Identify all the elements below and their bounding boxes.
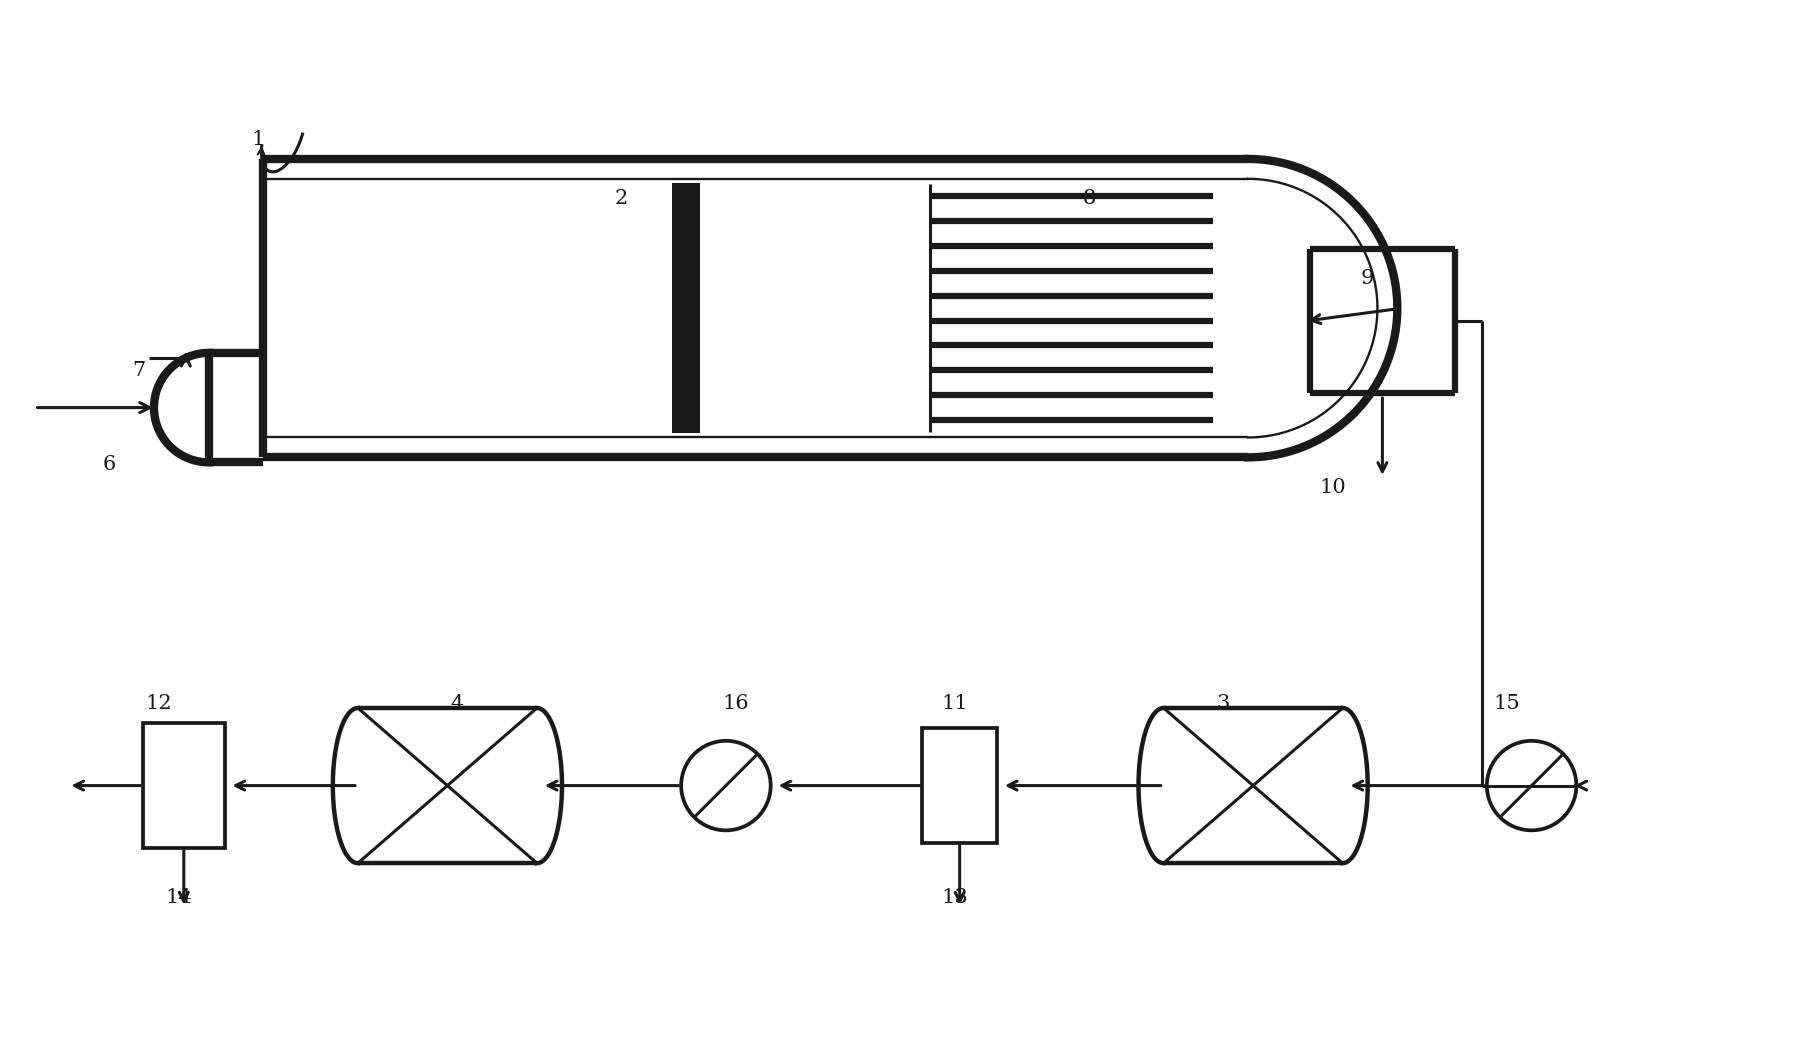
Text: 15: 15: [1493, 694, 1520, 713]
Circle shape: [680, 741, 770, 830]
Text: 16: 16: [723, 694, 749, 713]
Bar: [671, 210, 700, 239]
Bar: [671, 378, 700, 405]
Bar: [671, 322, 700, 350]
Text: 3: 3: [1217, 694, 1230, 713]
Text: 7: 7: [133, 362, 145, 380]
Bar: [671, 239, 700, 267]
Bar: [671, 350, 700, 378]
Text: 14: 14: [165, 889, 192, 908]
Text: 12: 12: [145, 694, 172, 713]
Text: 8: 8: [1082, 190, 1095, 208]
Text: 6: 6: [102, 454, 117, 474]
Text: 4: 4: [451, 694, 463, 713]
Text: 13: 13: [941, 889, 968, 908]
Bar: [144, 723, 224, 848]
Polygon shape: [332, 708, 562, 863]
Bar: [671, 267, 700, 294]
Bar: [671, 182, 700, 210]
Bar: [671, 405, 700, 433]
Polygon shape: [1138, 708, 1368, 863]
Polygon shape: [264, 179, 1377, 438]
Text: 9: 9: [1361, 269, 1375, 288]
Bar: [923, 728, 996, 843]
Text: 2: 2: [616, 190, 628, 208]
Text: 11: 11: [941, 694, 968, 713]
Text: 10: 10: [1319, 477, 1346, 497]
Text: 1: 1: [251, 129, 266, 149]
Bar: [671, 294, 700, 322]
Circle shape: [1486, 741, 1576, 830]
Polygon shape: [1248, 159, 1397, 457]
Bar: [208, 353, 264, 463]
